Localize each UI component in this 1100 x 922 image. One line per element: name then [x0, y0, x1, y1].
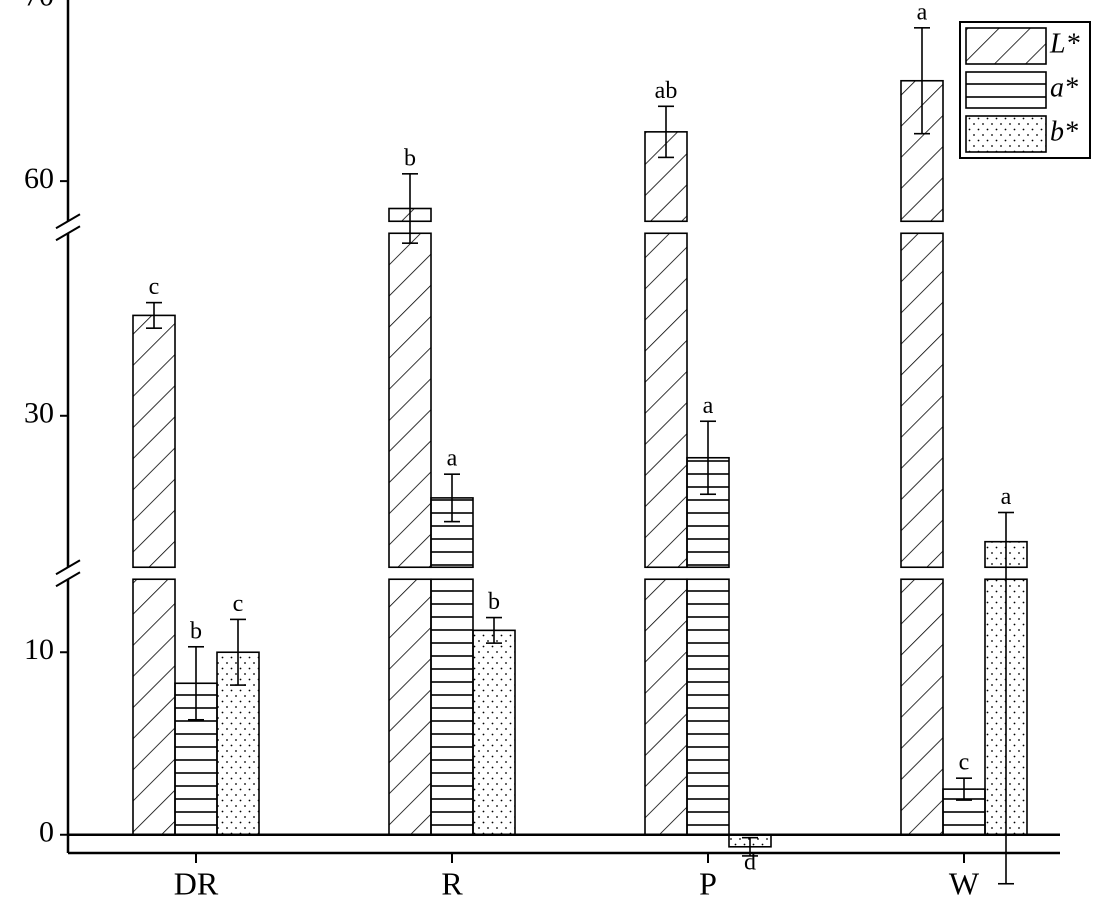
- significance-label: c: [149, 274, 160, 300]
- significance-label: d: [744, 849, 756, 875]
- legend-swatch: [965, 115, 1047, 153]
- significance-label: ab: [655, 78, 678, 104]
- significance-label: b: [190, 618, 202, 644]
- significance-label: a: [1001, 484, 1012, 510]
- y-tick-label: 0: [39, 816, 54, 849]
- bar: [388, 578, 432, 836]
- legend-label: a*: [1050, 72, 1078, 103]
- significance-label: a: [703, 393, 714, 419]
- y-tick-label: 30: [24, 397, 54, 430]
- significance-label: c: [959, 750, 970, 776]
- legend-swatch: [965, 71, 1047, 109]
- bar: [388, 232, 432, 569]
- significance-label: b: [488, 589, 500, 615]
- bar: [132, 578, 176, 836]
- significance-label: c: [233, 591, 244, 617]
- bar: [900, 232, 944, 569]
- significance-label: a: [917, 0, 928, 25]
- significance-label: a: [447, 446, 458, 472]
- bar: [430, 578, 474, 836]
- x-tick-label: DR: [174, 865, 219, 901]
- x-tick-label: P: [699, 865, 717, 901]
- legend-label: L*: [1049, 28, 1080, 59]
- y-tick-label: 70: [24, 0, 54, 13]
- axis-break: [55, 225, 81, 242]
- bar: [686, 578, 730, 836]
- axis-break: [55, 571, 81, 588]
- x-tick-label: R: [441, 865, 463, 901]
- bar: [132, 314, 176, 569]
- y-tick-label: 10: [24, 633, 54, 666]
- bar: [644, 578, 688, 836]
- significance-label: b: [404, 145, 416, 171]
- bar: [644, 232, 688, 569]
- y-tick-label: 60: [24, 162, 54, 195]
- x-tick-label: W: [949, 865, 980, 901]
- legend-label: b*: [1050, 116, 1078, 147]
- bar: [472, 629, 516, 836]
- bar: [900, 578, 944, 836]
- legend-swatch: [965, 27, 1047, 65]
